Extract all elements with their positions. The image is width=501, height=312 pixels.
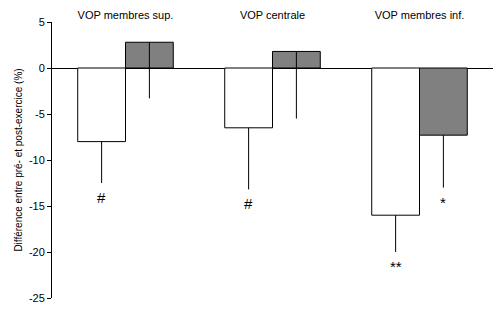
- svg-text:**: **: [390, 258, 402, 275]
- svg-text:#: #: [244, 195, 253, 212]
- svg-text:#: #: [97, 189, 106, 206]
- svg-text:0: 0: [39, 62, 45, 74]
- svg-text:*: *: [440, 194, 446, 211]
- svg-text:VOP membres sup.: VOP membres sup.: [78, 9, 174, 21]
- svg-text:-25: -25: [29, 292, 45, 304]
- svg-text:5: 5: [39, 16, 45, 28]
- svg-text:-5: -5: [35, 108, 45, 120]
- svg-text:VOP membres inf.: VOP membres inf.: [375, 9, 465, 21]
- svg-text:Différence entre pré- et post-: Différence entre pré- et post-exercice (…: [13, 68, 24, 251]
- svg-text:-15: -15: [29, 200, 45, 212]
- svg-text:-10: -10: [29, 154, 45, 166]
- svg-text:-20: -20: [29, 246, 45, 258]
- svg-text:VOP centrale: VOP centrale: [240, 9, 305, 21]
